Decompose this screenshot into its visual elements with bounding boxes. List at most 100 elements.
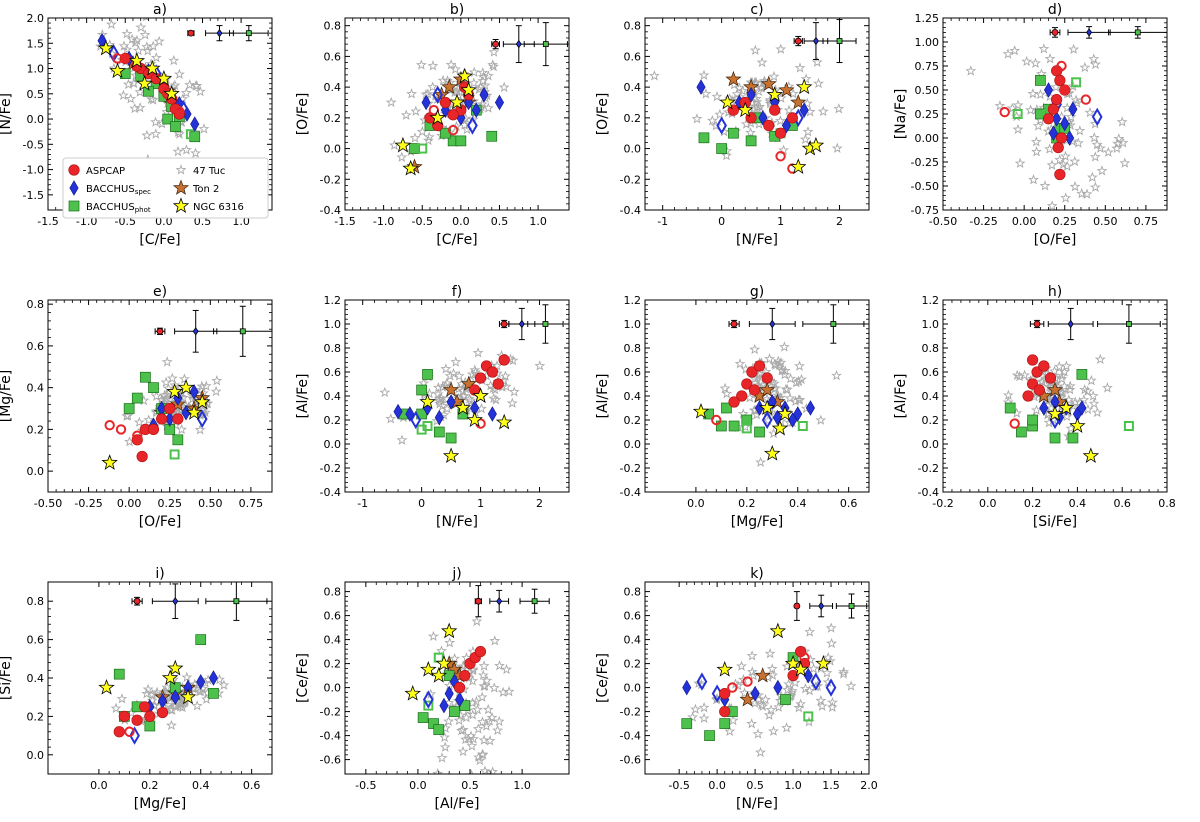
- tuc47-point: [767, 669, 779, 681]
- aspcap-open-point: [104, 420, 115, 431]
- bacchus-phot-point: [445, 432, 457, 444]
- tuc47-point: [476, 716, 488, 727]
- aspcap-point: [156, 706, 169, 719]
- tuc47-point: [1031, 404, 1042, 415]
- y-tick-label: -0.2: [320, 173, 341, 186]
- y-tick-label: 0.0: [324, 143, 342, 156]
- errorbar-aspcap: [131, 596, 143, 606]
- tuc47-point: [789, 676, 801, 688]
- tuc47-point: [449, 653, 460, 664]
- ngc6316-point: [441, 622, 458, 639]
- x-tick-label: 0.00: [117, 497, 142, 510]
- aspcap-point: [1022, 390, 1034, 402]
- tuc47-point: [396, 151, 408, 162]
- tuc47-point: [410, 105, 422, 116]
- bacchus-phot-open-point: [797, 421, 808, 431]
- x-tick-label: 0.5: [491, 215, 509, 228]
- tuc47-point: [1038, 43, 1050, 54]
- tuc47-point: [1067, 400, 1079, 411]
- y-tick-label: 1.0: [922, 318, 940, 331]
- tuc47-point: [478, 660, 490, 671]
- y-axis-label: [Al/Fe]: [595, 373, 611, 418]
- errorbar-bacchus_phot: [519, 588, 550, 614]
- bacchus-phot-point: [704, 730, 715, 741]
- bacchus-phot-point: [728, 127, 739, 139]
- tuc47-point: [755, 746, 766, 758]
- x-tick-label: 0.2: [141, 779, 159, 792]
- tuc47-point: [1053, 361, 1065, 372]
- x-axis-label: [Mg/Fe]: [134, 796, 187, 812]
- bacchus-spec-point: [788, 412, 798, 428]
- x-axis-label: [C/Fe]: [139, 232, 180, 248]
- tuc47-point: [698, 702, 710, 713]
- y-tick-label: -0.25: [911, 156, 939, 169]
- tuc47-point: [781, 384, 793, 395]
- errorbar-bacchus_spec: [1067, 26, 1111, 39]
- y-tick-label: 1.00: [915, 36, 940, 49]
- ton2-point: [759, 381, 776, 397]
- tuc47-point: [482, 70, 494, 81]
- aspcap-point: [459, 669, 471, 682]
- panel-b: -1.5 -1.0 -0.5 0.0 0.5 1.0 -0.4 -0.2 0.0 0.2 0.4 0.…: [295, 2, 570, 248]
- tuc47-point: [1074, 396, 1086, 407]
- ton2-point: [443, 381, 460, 397]
- tuc47-point: [776, 365, 788, 376]
- errorbar-bacchus_phot: [213, 305, 272, 357]
- aspcap-point: [1026, 354, 1039, 366]
- ngc6316-point: [179, 688, 197, 705]
- aspcap-point: [474, 645, 487, 658]
- y-tick-label: 0.6: [624, 50, 642, 63]
- tuc47-point: [389, 139, 400, 150]
- bacchus-phot-point: [486, 130, 498, 142]
- aspcap-open-point: [728, 104, 739, 116]
- tuc47-point: [119, 4, 127, 12]
- tuc47-point: [385, 96, 397, 108]
- tuc47-point: [172, 145, 184, 157]
- aspcap-point: [753, 360, 766, 372]
- errorbar-bacchus_phot: [523, 22, 568, 67]
- x-tick-label: 0.75: [239, 497, 264, 510]
- aspcap-point: [164, 402, 176, 415]
- ngc6316-point: [1069, 417, 1086, 434]
- y-axis-label: [Al/Fe]: [893, 373, 909, 418]
- y-tick-label: -0.4: [918, 486, 939, 499]
- errorbar-marker: [492, 40, 500, 48]
- x-tick-label: 0.6: [1113, 497, 1131, 510]
- tuc47-point: [194, 685, 205, 697]
- tuc47-point: [799, 133, 811, 145]
- tuc47-point: [994, 100, 1006, 111]
- y-tick-label: 0.8: [624, 342, 642, 355]
- tuc47-point: [181, 671, 193, 682]
- panel-c: -1 0 1 2 -0.4 -0.2 0.0 0.2 0.4 0.6 0.8 c) [N/Fe] [O/F…: [595, 2, 870, 248]
- panel-title: d): [1048, 2, 1062, 18]
- tuc47-point: [497, 686, 509, 697]
- y-tick-label: 1.0: [324, 318, 342, 331]
- tuc47-point: [481, 675, 493, 686]
- aspcap-point: [774, 127, 787, 139]
- tuc47-point: [768, 377, 780, 389]
- tuc47-point: [499, 370, 511, 381]
- y-tick-label: 0.75: [915, 60, 940, 73]
- tuc47-point: [749, 697, 761, 708]
- tuc47-point: [472, 723, 484, 734]
- tuc47-point: [1070, 94, 1082, 105]
- ngc6316-point: [163, 85, 180, 101]
- tuc47-point: [1134, 240, 1142, 248]
- aspcap-point: [173, 108, 185, 120]
- tuc47-point: [1067, 80, 1079, 91]
- errorbar-marker: [515, 39, 522, 49]
- ngc6316-point: [719, 93, 736, 110]
- bacchus-phot-point: [170, 121, 181, 132]
- tuc47-point: [698, 69, 710, 80]
- bacchus-spec-point: [189, 384, 199, 400]
- tuc47-point: [749, 44, 761, 56]
- tuc47-point: [194, 424, 206, 435]
- tuc47-point: [443, 715, 454, 727]
- tuc47-point: [811, 56, 823, 67]
- tuc47-point: [444, 637, 456, 648]
- x-tick-label: 0.5: [746, 779, 764, 792]
- tuc47-point: [1028, 174, 1039, 185]
- tuc47-point: [479, 680, 491, 691]
- tuc47-point: [802, 126, 814, 137]
- bacchus-phot-open-point: [1012, 109, 1023, 119]
